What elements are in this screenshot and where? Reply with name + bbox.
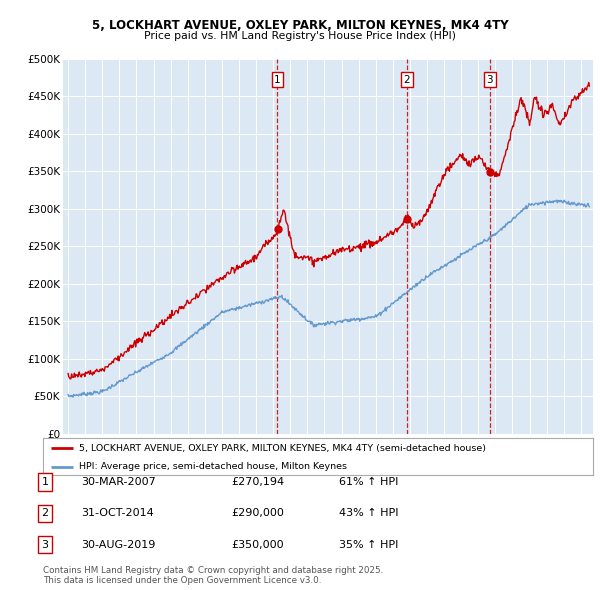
Text: Contains HM Land Registry data © Crown copyright and database right 2025.
This d: Contains HM Land Registry data © Crown c… (43, 566, 383, 585)
Text: 43% ↑ HPI: 43% ↑ HPI (339, 509, 398, 518)
Text: 5, LOCKHART AVENUE, OXLEY PARK, MILTON KEYNES, MK4 4TY (semi-detached house): 5, LOCKHART AVENUE, OXLEY PARK, MILTON K… (79, 444, 486, 453)
Text: £350,000: £350,000 (231, 540, 284, 549)
Text: 30-MAR-2007: 30-MAR-2007 (81, 477, 156, 487)
Text: Price paid vs. HM Land Registry's House Price Index (HPI): Price paid vs. HM Land Registry's House … (144, 31, 456, 41)
Text: 61% ↑ HPI: 61% ↑ HPI (339, 477, 398, 487)
Text: HPI: Average price, semi-detached house, Milton Keynes: HPI: Average price, semi-detached house,… (79, 463, 347, 471)
Text: 2: 2 (404, 75, 410, 85)
Text: 3: 3 (41, 540, 49, 549)
Text: 1: 1 (41, 477, 49, 487)
Text: 1: 1 (274, 75, 281, 85)
Text: 35% ↑ HPI: 35% ↑ HPI (339, 540, 398, 549)
Text: 2: 2 (41, 509, 49, 518)
Text: 30-AUG-2019: 30-AUG-2019 (81, 540, 155, 549)
Text: 31-OCT-2014: 31-OCT-2014 (81, 509, 154, 518)
Text: 3: 3 (487, 75, 493, 85)
Text: £290,000: £290,000 (231, 509, 284, 518)
Text: 5, LOCKHART AVENUE, OXLEY PARK, MILTON KEYNES, MK4 4TY: 5, LOCKHART AVENUE, OXLEY PARK, MILTON K… (92, 19, 508, 32)
Text: £270,194: £270,194 (231, 477, 284, 487)
